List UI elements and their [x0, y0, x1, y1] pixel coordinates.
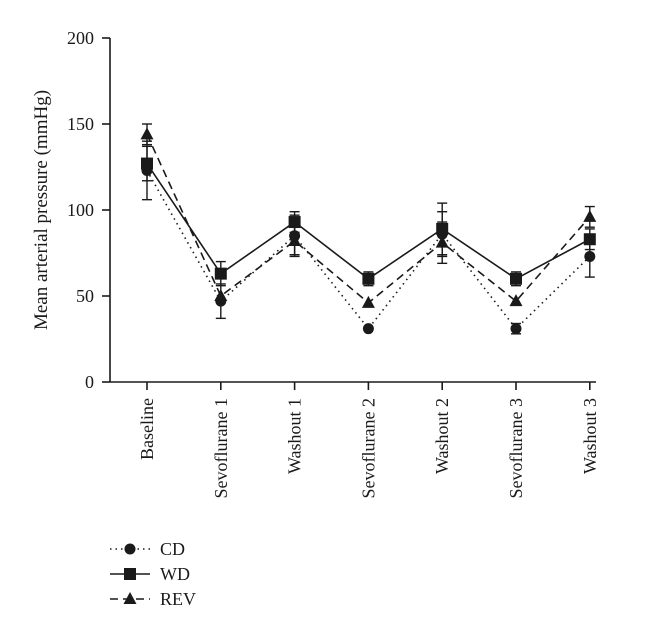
- legend: CD WD REV: [110, 539, 196, 609]
- x-tick-label: Baseline: [137, 398, 157, 460]
- legend-marker-wd: [124, 568, 136, 580]
- x-tick-label: Sevoflurane 3: [506, 398, 526, 498]
- x-tick-label: Washout 3: [580, 398, 600, 474]
- data-point-cd: [584, 250, 596, 262]
- data-point-cd: [510, 323, 522, 335]
- data-point-wd: [362, 272, 375, 285]
- y-tick-label: 200: [67, 28, 94, 48]
- series-rev: [140, 123, 597, 308]
- legend-marker-cd: [124, 543, 136, 555]
- data-point-wd: [141, 157, 153, 170]
- y-tick-label: 100: [67, 200, 94, 220]
- legend-label-wd: WD: [160, 564, 190, 584]
- data-point-rev: [583, 209, 597, 222]
- series-wd: [141, 145, 596, 287]
- data-point-rev: [509, 294, 523, 307]
- data-point-cd: [362, 323, 374, 335]
- data-point-rev: [435, 235, 449, 248]
- data-point-wd: [583, 233, 596, 246]
- data-point-wd: [288, 216, 301, 229]
- legend-item-rev: REV: [110, 589, 196, 609]
- series-layer: [140, 123, 597, 335]
- data-point-rev: [288, 233, 302, 246]
- data-point-wd: [214, 267, 227, 280]
- axes: [109, 38, 596, 383]
- data-point-rev: [140, 127, 154, 140]
- data-point-rev: [361, 295, 375, 308]
- series-line-wd: [146, 163, 591, 280]
- y-tick-label: 50: [76, 286, 94, 306]
- y-tick-label: 0: [85, 372, 94, 392]
- data-point-rev: [214, 289, 228, 301]
- legend-marker-rev: [123, 592, 137, 604]
- legend-item-cd: CD: [110, 539, 185, 559]
- y-axis-label: Mean arterial pressure (mmHg): [31, 90, 52, 330]
- x-tick-label: Sevoflurane 1: [211, 398, 231, 498]
- x-tick-label: Washout 1: [285, 398, 305, 474]
- x-tick-label: Sevoflurane 2: [358, 398, 378, 498]
- legend-label-rev: REV: [160, 589, 196, 609]
- legend-label-cd: CD: [160, 539, 185, 559]
- y-tick-label: 150: [67, 114, 94, 134]
- data-point-wd: [510, 272, 522, 285]
- x-tick-label: Washout 2: [432, 398, 452, 474]
- x-ticks: Baseline Sevoflurane 1 Washout 1 Sevofluran…: [137, 382, 600, 498]
- legend-item-wd: WD: [110, 564, 190, 584]
- y-ticks: 0 50 100 150 200: [67, 28, 110, 392]
